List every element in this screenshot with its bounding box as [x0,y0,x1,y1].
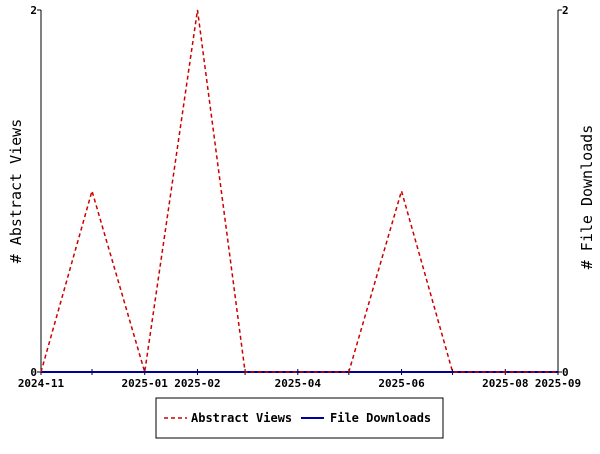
x-tick-label: 2025-09 [535,377,581,390]
legend-box [155,397,444,439]
x-tick-label: 2025-01 [122,377,169,390]
y-tick-label: 0 [30,366,37,379]
y2-tick-label: 2 [562,4,569,17]
x-tick-label: 2025-04 [275,377,322,390]
legend-label-file-downloads: File Downloads [330,411,431,425]
y2-tick-label: 0 [562,366,569,379]
x-tick-label: 2025-06 [378,377,425,390]
x-tick-label: 2025-08 [482,377,528,390]
series-line-abstract-views [40,9,558,373]
axis-labels: # Abstract Views # File Downloads [7,119,596,270]
legend-label-abstract-views: Abstract Views [191,411,292,425]
axis-ticks: 2024-11 2025-01 2025-02 2025-04 2025-06 2025-… [18,4,581,390]
x-tick-label: 2025-02 [174,377,220,390]
y-axis-title: # Abstract Views [7,119,25,264]
y-tick-label: 2 [30,4,37,17]
y2-axis-title: # File Downloads [578,125,596,270]
series-lines [40,9,558,373]
plot-area [40,10,559,373]
x-tick-label: 2024-11 [18,377,65,390]
legend: Abstract Views File Downloads [155,397,444,439]
